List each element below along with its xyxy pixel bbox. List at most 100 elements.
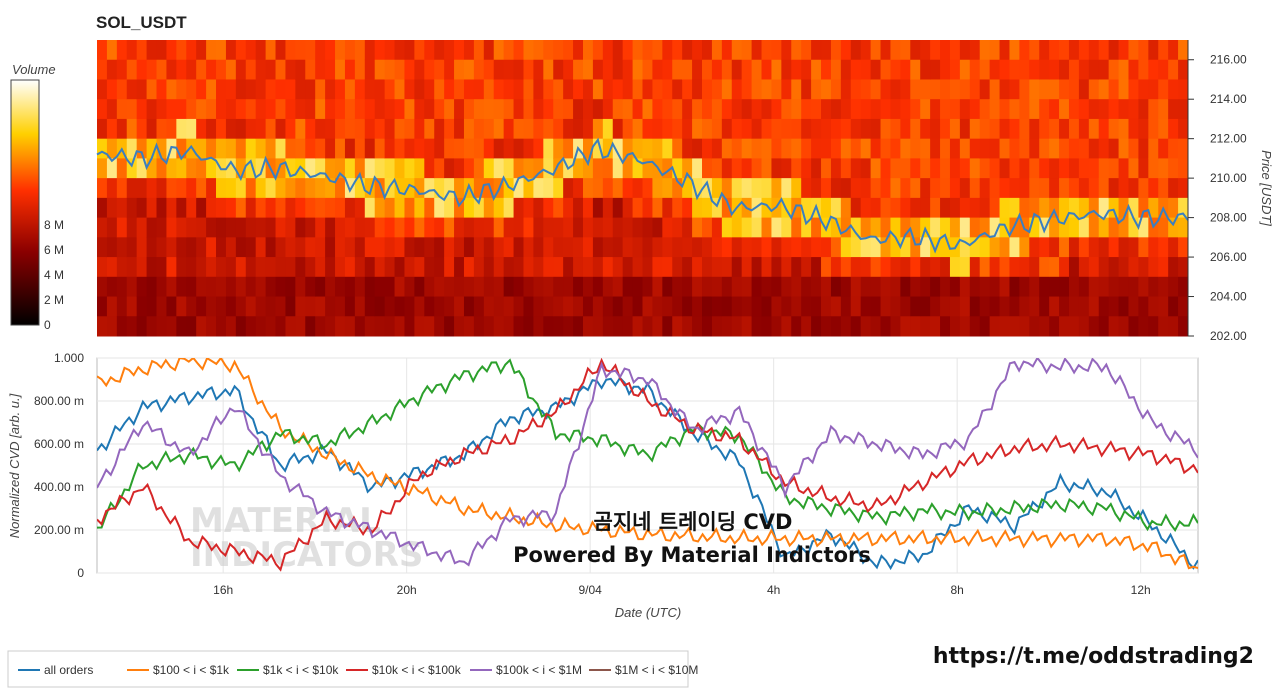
heatmap-cell [1168,40,1179,61]
heatmap-cell [1148,79,1159,100]
heatmap-cell [404,158,415,179]
heatmap-cell [821,296,832,317]
heatmap-cell [394,197,405,219]
heatmap-cell [374,40,386,61]
heatmap-cell [731,79,743,100]
heatmap-cell [721,316,733,337]
heatmap-cell [741,40,753,61]
heatmap-cell [890,197,901,219]
heatmap-cell [930,158,941,179]
heatmap-cell [880,316,891,337]
heatmap-cell [1009,118,1020,140]
heatmap-cell [444,316,455,337]
heatmap-cell [821,99,832,120]
heatmap-cell [711,138,723,159]
heatmap-cell [245,79,257,100]
heatmap-cell [622,237,634,258]
heatmap-cell [206,99,217,120]
heatmap-cell [592,79,604,100]
heatmap-cell [1098,197,1110,219]
heatmap-cell [146,197,158,219]
heatmap-cell [731,59,743,80]
heatmap-cell [721,276,733,298]
telegram-url[interactable]: https://t.me/oddstrading2 [933,644,1254,669]
heatmap-cell [1138,217,1149,238]
heatmap-cell [890,237,901,258]
heatmap-cell [1088,237,1100,258]
heatmap-cell [969,237,981,258]
heatmap-cell [1098,79,1110,100]
heatmap-cell [969,138,981,159]
heatmap-cell [206,158,217,179]
heatmap-cell [335,217,346,238]
heatmap-cell [196,237,207,258]
heatmap-cell [176,237,187,258]
heatmap-cell [344,158,356,179]
heatmap-cell [374,118,386,140]
heatmap-cell [1039,118,1050,140]
heatmap-cell [920,59,931,80]
heatmap-cell [285,197,296,219]
heatmap-cell [513,197,524,219]
heatmap-cell [1158,138,1169,159]
heatmap-cell [592,40,604,61]
heatmap-cell [751,276,763,298]
heatmap-cell [523,296,534,317]
heatmap-cell [374,138,386,159]
heatmap-cell [553,138,564,159]
heatmap-cell [721,178,733,199]
heatmap-cell [979,99,991,120]
heatmap-cell [989,138,1001,159]
heatmap-cell [315,79,326,100]
heatmap-cell [533,40,544,61]
heatmap-cell [910,276,921,298]
heatmap-cell [860,296,872,317]
heatmap-cell [1019,138,1030,159]
heatmap-cell [652,316,663,337]
heatmap-cell [225,257,237,278]
heatmap-cell [910,296,921,317]
heatmap-cell [850,237,862,258]
heatmap-cell [781,217,792,238]
heatmap-cell [563,59,574,80]
heatmap-cell [1019,257,1030,278]
heatmap-cell [325,40,336,61]
heatmap-cell [404,276,415,298]
heatmap-cell [97,217,108,238]
heatmap-cell [245,316,257,337]
heatmap-cell [880,178,891,199]
heatmap-cell [979,276,991,298]
heatmap-cell [255,178,267,199]
heatmap-cell [1138,40,1149,61]
legend-label: $1M < i < $10M [615,663,698,677]
heatmap-cell [434,40,445,61]
heatmap-cell [1009,158,1020,179]
heatmap-cell [176,40,187,61]
heatmap-cell [662,118,673,140]
heatmap-cell [692,178,703,199]
heatmap-cell [731,99,743,120]
heatmap-cell [513,79,524,100]
heatmap-cell [940,237,951,258]
heatmap-cell [900,237,911,258]
heatmap-cell [622,296,634,317]
heatmap-cell [1158,79,1169,100]
heatmap-cell [1049,118,1060,140]
heatmap-cell [176,118,187,140]
heatmap-cell [1078,316,1090,337]
heatmap-cell [503,257,515,278]
heatmap-cell [930,138,941,159]
heatmap-cell [1178,59,1189,80]
heatmap-cell [186,158,197,179]
heatmap-cell [751,178,763,199]
heatmap-cell [206,197,217,219]
heatmap-cell [731,118,743,140]
heatmap-cell [483,79,495,100]
heatmap-cell [573,257,584,278]
heatmap-cell [900,178,911,199]
heatmap-cell [741,138,753,159]
heatmap-cell [255,79,267,100]
heatmap-cell [1138,59,1149,80]
heatmap-cell [166,79,177,100]
heatmap-cell [454,118,465,140]
